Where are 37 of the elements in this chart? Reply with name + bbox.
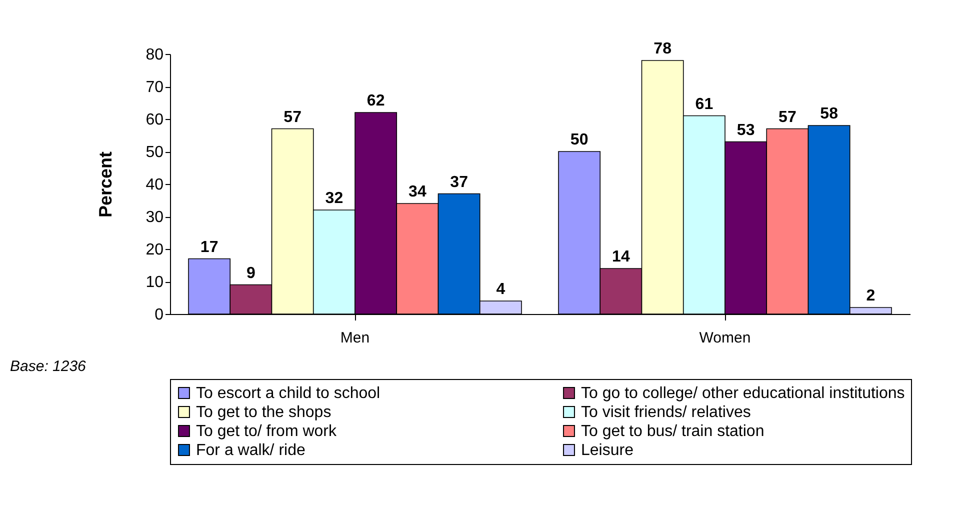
- legend-label: Leisure: [581, 442, 634, 459]
- legend-label: To get to the shops: [196, 404, 332, 421]
- data-label: 17: [200, 238, 218, 256]
- data-label: 57: [778, 108, 796, 126]
- legend-label: To get to bus/ train station: [581, 423, 764, 440]
- y-tick-label: 20: [146, 242, 164, 258]
- text: Base: 1236: [10, 358, 87, 375]
- data-label: 50: [570, 132, 588, 148]
- data-label: 57: [284, 108, 302, 126]
- data-label: 58: [820, 106, 838, 122]
- data-label: 4: [496, 281, 506, 298]
- x-tick-label: Men: [340, 330, 370, 346]
- data-label: 32: [325, 190, 344, 207]
- legend-label: To get to/ from work: [196, 423, 338, 440]
- data-label: 2: [866, 288, 876, 304]
- y-tick-label: 0: [154, 306, 164, 324]
- data-label: 78: [654, 40, 672, 58]
- y-tick-label: 70: [146, 79, 164, 96]
- data-label: 37: [450, 174, 468, 191]
- data-label: 62: [366, 92, 385, 110]
- data-label: 14: [612, 248, 630, 266]
- data-label: 34: [408, 184, 426, 200]
- y-tick-label: 50: [146, 144, 164, 161]
- data-label: 53: [736, 122, 755, 139]
- x-tick-label: Women: [699, 330, 751, 346]
- y-tick-label: 60: [146, 112, 164, 128]
- y-tick-label: 10: [146, 274, 164, 291]
- data-label: 61: [695, 96, 714, 113]
- y-axis-title: Percent: [96, 151, 116, 218]
- legend-label: To visit friends/ relatives: [581, 404, 751, 421]
- legend-label: To escort a child to school: [196, 385, 380, 402]
- y-tick-label: 40: [146, 176, 164, 194]
- y-tick-label: 80: [146, 46, 164, 64]
- data-label: 9: [246, 264, 256, 282]
- y-tick-label: 30: [146, 209, 164, 226]
- legend-label: For a walk/ ride: [196, 442, 306, 459]
- legend-label: To go to college/ other educational institutions: [581, 385, 905, 402]
